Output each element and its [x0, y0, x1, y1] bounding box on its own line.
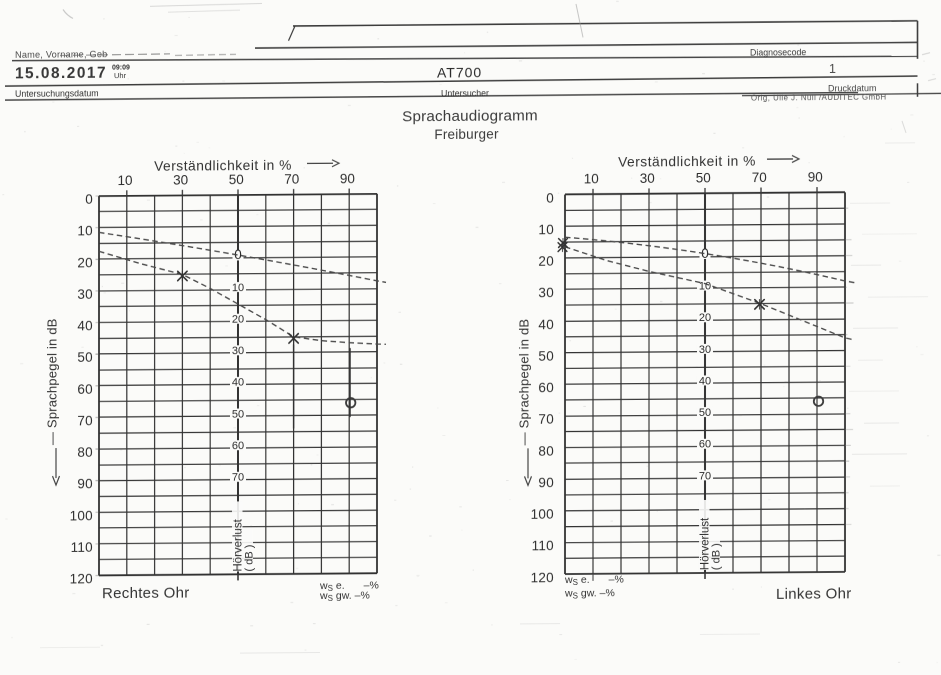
svg-text:70: 70 — [284, 171, 299, 186]
svg-text:60: 60 — [77, 382, 93, 397]
svg-text:80: 80 — [77, 445, 93, 460]
svg-text:10: 10 — [117, 173, 132, 188]
svg-text:10: 10 — [699, 280, 711, 292]
svg-text:20: 20 — [699, 312, 711, 324]
svg-text:wS gw.–%: wS gw. –% — [564, 587, 615, 600]
svg-text:110: 110 — [71, 540, 93, 555]
svg-text:30: 30 — [173, 172, 188, 187]
svg-text:Untersuchungsdatum: Untersuchungsdatum — [15, 88, 99, 99]
svg-text:0: 0 — [234, 247, 242, 262]
svg-text:wS e.–%: wS e. –% — [564, 574, 624, 587]
svg-text:Verständlichkeit in %: Verständlichkeit in % — [154, 158, 292, 174]
svg-text:50: 50 — [538, 349, 554, 364]
svg-text:50: 50 — [232, 408, 244, 420]
svg-text:Name, Vorname, Geb: Name, Vorname, Geb — [15, 49, 107, 60]
svg-text:Uhr: Uhr — [114, 71, 127, 80]
svg-text:40: 40 — [538, 317, 554, 332]
svg-text:100: 100 — [531, 507, 554, 522]
svg-text:60: 60 — [538, 380, 554, 395]
svg-text:Druckdatum: Druckdatum — [828, 83, 877, 93]
svg-text:0: 0 — [546, 190, 554, 205]
svg-text:50: 50 — [77, 350, 93, 365]
svg-text:30: 30 — [538, 285, 554, 300]
svg-text:20: 20 — [77, 255, 93, 270]
svg-text:Orig, Ulle J. Null /AUDITEC Gm: Orig, Ulle J. Null /AUDITEC GmbH — [751, 93, 887, 103]
svg-text:30: 30 — [77, 287, 93, 302]
svg-text:10: 10 — [77, 223, 93, 238]
svg-text:50: 50 — [696, 170, 711, 185]
svg-text:40: 40 — [232, 377, 244, 389]
svg-text:1: 1 — [829, 62, 836, 76]
svg-text:50: 50 — [699, 407, 711, 419]
svg-text:Rechtes Ohr: Rechtes Ohr — [102, 584, 189, 602]
svg-text:Sprachaudiogramm: Sprachaudiogramm — [402, 107, 538, 125]
svg-text:60: 60 — [232, 440, 244, 452]
svg-text:Linkes Ohr: Linkes Ohr — [776, 586, 852, 604]
svg-text:wS gw.–%: wS gw. –% — [319, 589, 370, 602]
svg-text:0: 0 — [85, 192, 93, 207]
svg-text:15.08.2017: 15.08.2017 — [15, 65, 107, 83]
svg-text:( dB ): ( dB ) — [244, 545, 256, 572]
svg-text:70: 70 — [699, 470, 711, 482]
svg-text:10: 10 — [538, 222, 554, 237]
svg-text:80: 80 — [538, 443, 554, 458]
svg-text:90: 90 — [538, 475, 554, 490]
svg-text:— Sprachpegel in dB: — Sprachpegel in dB — [517, 319, 532, 446]
svg-text:10: 10 — [584, 171, 599, 186]
svg-text:90: 90 — [808, 170, 823, 185]
svg-text:10: 10 — [232, 282, 244, 294]
svg-text:30: 30 — [640, 171, 655, 186]
svg-text:30: 30 — [699, 344, 711, 356]
svg-text:90: 90 — [340, 171, 355, 186]
svg-text:Hörverlust: Hörverlust — [233, 518, 245, 571]
svg-text:— Sprachpegel in dB: — Sprachpegel in dB — [45, 318, 60, 445]
svg-text:30: 30 — [232, 345, 244, 357]
svg-text:110: 110 — [532, 538, 554, 553]
svg-text:Diagnosecode: Diagnosecode — [750, 47, 806, 57]
svg-text:20: 20 — [538, 254, 554, 269]
svg-text:AT700: AT700 — [437, 64, 482, 80]
svg-text:0: 0 — [701, 246, 709, 261]
svg-text:40: 40 — [699, 375, 711, 387]
svg-text:Untersucher: Untersucher — [441, 88, 489, 98]
svg-text:40: 40 — [77, 318, 93, 333]
svg-text:60: 60 — [699, 439, 711, 451]
svg-text:( dB ): ( dB ) — [711, 543, 723, 570]
svg-text:50: 50 — [229, 172, 244, 187]
svg-text:20: 20 — [232, 314, 244, 326]
svg-text:70: 70 — [752, 170, 767, 185]
svg-text:70: 70 — [232, 472, 244, 484]
svg-text:70: 70 — [538, 412, 554, 427]
svg-text:Hörverlust: Hörverlust — [700, 517, 712, 570]
svg-text:100: 100 — [70, 508, 93, 523]
svg-text:09:09: 09:09 — [112, 64, 130, 71]
svg-text:70: 70 — [77, 413, 93, 428]
svg-text:120: 120 — [531, 570, 554, 585]
svg-text:Verständlichkeit in %: Verständlichkeit in % — [618, 154, 756, 170]
svg-text:90: 90 — [77, 476, 93, 491]
svg-text:Freiburger: Freiburger — [434, 126, 499, 142]
svg-text:120: 120 — [70, 571, 93, 586]
